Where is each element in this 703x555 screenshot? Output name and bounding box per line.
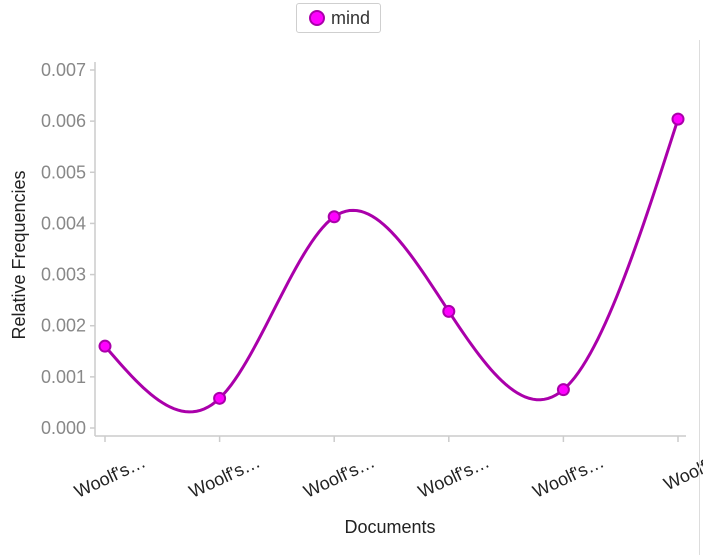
x-tick-label: Woolf's… xyxy=(300,451,377,501)
x-axis: Woolf's… Woolf's… Woolf's… Woolf's… Woolf's…… xyxy=(71,435,703,502)
y-axis-title: Relative Frequencies xyxy=(9,170,29,339)
x-tick-label: Woolf's… xyxy=(71,451,148,501)
y-axis: 0.000 0.001 0.002 0.003 0.004 0.005 0.006 0.007 xyxy=(41,60,96,438)
y-tick-label: 0.004 xyxy=(41,213,86,233)
data-point[interactable] xyxy=(442,304,456,318)
x-tick-label: Woolf's… xyxy=(530,451,607,501)
x-tick-label: Woolf's… xyxy=(186,451,263,501)
series-line-mind xyxy=(103,118,680,414)
legend-label-mind: mind xyxy=(331,7,371,28)
x-tick-label: Woolf's xyxy=(661,451,703,494)
y-tick-label: 0.000 xyxy=(41,418,86,438)
y-tick-label: 0.005 xyxy=(41,162,86,182)
legend-swatch-mind xyxy=(309,10,325,26)
data-point[interactable] xyxy=(327,210,341,224)
plot-right-border xyxy=(699,40,700,555)
data-point[interactable] xyxy=(98,339,112,353)
x-axis-title: Documents xyxy=(344,517,435,537)
x-tick-label: Woolf's… xyxy=(415,451,492,501)
data-point[interactable] xyxy=(671,112,685,126)
y-tick-label: 0.007 xyxy=(41,60,86,80)
y-tick-label: 0.002 xyxy=(41,316,86,336)
data-point[interactable] xyxy=(213,391,227,405)
y-tick-label: 0.003 xyxy=(41,265,86,285)
data-point[interactable] xyxy=(556,383,570,397)
y-tick-label: 0.006 xyxy=(41,111,86,131)
series-markers xyxy=(98,112,685,405)
legend[interactable]: mind xyxy=(296,3,382,33)
y-tick-label: 0.001 xyxy=(41,367,86,387)
